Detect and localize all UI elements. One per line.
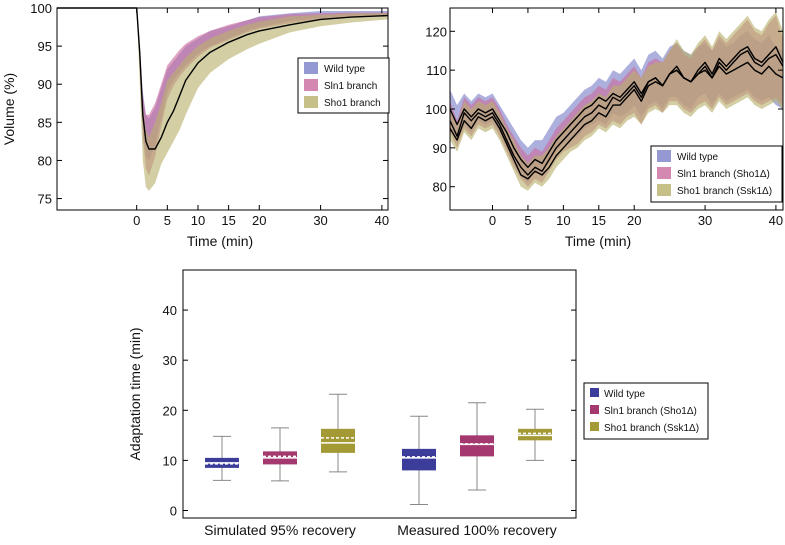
y-tick-label: 75 [38, 192, 52, 207]
box-wild-type-group-2 [402, 415, 436, 505]
x-axis-label: Time (min) [565, 233, 631, 249]
iqr-box [460, 435, 494, 457]
iqr-box [518, 428, 552, 441]
y-tick-label: 80 [433, 180, 447, 195]
volume-chart-mutants: 0 5 10 15 20 30 40 80 90 100 110 120 Time (min) Wil… [425, 7, 784, 249]
category-label-simulated: Simulated 95% recovery [204, 522, 356, 538]
y-tick-label: 100 [425, 102, 447, 117]
x-tick-label: 5 [164, 213, 171, 228]
y-tick-label: 100 [30, 1, 52, 16]
legend-label-sho1: Sho1 branch [324, 98, 381, 109]
y-tick-label: 90 [433, 141, 447, 156]
legend-label-sln1: Sln1 branch (Sho1Δ) [604, 406, 697, 417]
y-tick-label: 20 [163, 403, 177, 418]
box-sln1-group-2 [460, 402, 494, 491]
legend-swatch-wild-type [590, 388, 599, 397]
iqr-box [321, 428, 355, 453]
y-tick-label: 120 [425, 24, 447, 39]
legend-swatch-sln1 [304, 79, 318, 91]
y-axis-label: Adaptation time (min) [127, 327, 143, 460]
y-axis-label: Volume (%) [1, 73, 17, 145]
legend-label-sho1: Sho1 branch (Ssk1Δ) [604, 423, 699, 434]
y-tick-label: 0 [170, 503, 177, 518]
mean-line-wild-type [449, 61, 784, 168]
box-sho1-group-2 [518, 408, 552, 461]
y-tick-label: 40 [163, 303, 177, 318]
band-sho1 [450, 11, 783, 191]
mean-line-sho1 [449, 46, 784, 180]
x-tick-label: 20 [252, 213, 266, 228]
y-tick-label: 80 [38, 153, 52, 168]
x-tick-label: 0 [133, 213, 140, 228]
x-tick-label: 0 [489, 213, 496, 228]
y-tick-label: 10 [163, 453, 177, 468]
legend-label-wild-type: Wild type [324, 64, 366, 75]
x-tick-label: 10 [191, 213, 205, 228]
box-wild-type-group-1 [205, 435, 239, 481]
legend-swatch-sho1 [657, 184, 671, 196]
x-axis-label: Time (min) [187, 233, 253, 249]
iqr-box [402, 448, 436, 471]
legend-swatch-sho1 [304, 96, 318, 108]
mean-line [57, 7, 389, 150]
x-tick-label: 30 [313, 213, 327, 228]
legend-swatch-sln1 [590, 405, 599, 414]
legend: Wild type Sln1 branch Sho1 branch [297, 57, 390, 114]
y-tick-label: 30 [163, 353, 177, 368]
y-tick-label: 85 [38, 115, 52, 130]
legend-swatch-sln1 [657, 167, 671, 179]
x-tick-label: 15 [592, 213, 606, 228]
legend-swatch-sho1 [590, 422, 599, 431]
y-tick-label: 95 [38, 39, 52, 54]
legend-label-wild-type: Wild type [677, 152, 719, 163]
x-tick-label: 40 [769, 213, 783, 228]
legend: Wild type Sln1 branch (Sho1Δ) Sho1 branc… [650, 145, 783, 203]
x-tick-label: 15 [221, 213, 235, 228]
legend-label-sln1: Sln1 branch (Sho1Δ) [677, 169, 770, 180]
x-tick-label: 40 [375, 213, 389, 228]
legend: Wild type Sln1 branch (Sho1Δ) Sho1 branc… [583, 382, 709, 440]
legend-label-sho1: Sho1 branch (Ssk1Δ) [677, 186, 772, 197]
legend-swatch-wild-type [304, 62, 318, 74]
category-label-measured: Measured 100% recovery [397, 522, 557, 538]
x-tick-label: 5 [524, 213, 531, 228]
x-tick-label: 20 [627, 213, 641, 228]
x-tick-label: 30 [698, 213, 712, 228]
volume-chart-wild-type-vs-branches: 0 5 10 15 20 30 40 75 80 85 90 95 100 Time (min) Vol… [1, 1, 390, 249]
box-sho1-group-1 [321, 393, 355, 473]
y-tick-label: 90 [38, 77, 52, 92]
mean-line-sln1 [449, 50, 784, 176]
legend-swatch-wild-type [657, 150, 671, 162]
legend-label-sln1: Sln1 branch [324, 81, 377, 92]
y-tick-label: 110 [426, 63, 447, 78]
legend-label-wild-type: Wild type [604, 389, 646, 400]
adaptation-time-boxplot: 0 10 20 30 40 Adaptation time (min) Simulate… [127, 269, 709, 538]
x-tick-label: 10 [556, 213, 570, 228]
plot-frame [182, 269, 577, 519]
box-sln1-group-1 [263, 427, 297, 482]
